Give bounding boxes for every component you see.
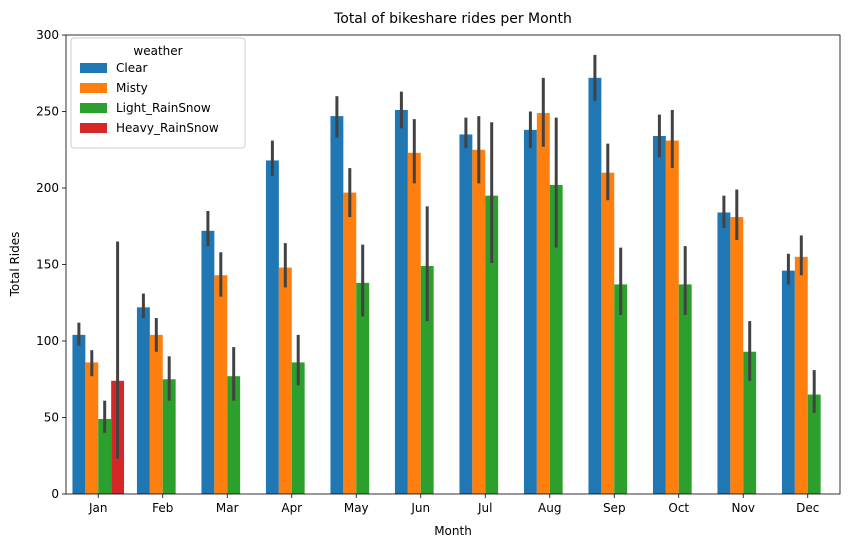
legend-swatch-clear: [80, 63, 107, 73]
bars-layer: [72, 77, 821, 495]
legend-label-misty: Misty: [116, 81, 148, 95]
x-tick-label: Nov: [732, 501, 755, 515]
legend-label-light-rainsnow: Light_RainSnow: [116, 101, 211, 115]
x-tick-label: Jul: [477, 501, 492, 515]
bar-light-rainsnow-jun: [420, 266, 434, 494]
y-tick-label: 100: [36, 334, 59, 348]
legend: weather Clear Misty Light_RainSnow Heavy_Ra…: [70, 37, 246, 149]
x-tick-label: Oct: [668, 501, 689, 515]
bar-misty-feb: [149, 334, 163, 494]
y-tick-label: 300: [36, 28, 59, 42]
legend-label-heavy-rainsnow: Heavy_RainSnow: [116, 121, 219, 135]
legend-swatch-misty: [80, 83, 107, 93]
bar-clear-apr: [265, 160, 279, 494]
y-tick-label: 150: [36, 258, 59, 272]
y-axis-label: Total Rides: [8, 232, 22, 298]
bar-light-rainsnow-aug: [549, 184, 563, 494]
bar-clear-may: [330, 116, 344, 494]
bar-clear-nov: [717, 212, 731, 495]
x-axis-label: Month: [434, 524, 472, 538]
bar-light-rainsnow-dec: [807, 394, 821, 494]
bar-clear-mar: [201, 230, 215, 494]
bar-clear-jul: [459, 134, 473, 494]
bar-clear-aug: [523, 129, 537, 495]
chart-title: Total of bikeshare rides per Month: [333, 11, 572, 27]
bar-misty-oct: [665, 140, 679, 494]
bar-light-rainsnow-sep: [614, 284, 628, 494]
y-tick-label: 200: [36, 181, 59, 195]
bar-clear-oct: [652, 135, 666, 495]
x-tick-label: Jan: [88, 501, 108, 515]
bar-light-rainsnow-mar: [227, 376, 241, 494]
legend-swatch-heavy-rainsnow: [80, 123, 107, 133]
bar-misty-jul: [472, 149, 486, 494]
x-tick-label: Apr: [281, 501, 302, 515]
bar-misty-jun: [407, 152, 421, 494]
y-tick-label: 0: [51, 487, 59, 501]
bar-misty-aug: [536, 113, 550, 494]
bar-light-rainsnow-feb: [162, 379, 176, 494]
bar-light-rainsnow-may: [356, 282, 370, 494]
x-tick-label: Feb: [152, 501, 173, 515]
bar-light-rainsnow-jul: [485, 195, 499, 494]
bar-clear-jun: [394, 109, 408, 494]
legend-box: [70, 37, 246, 149]
bar-light-rainsnow-nov: [743, 351, 757, 494]
x-tick-label: Mar: [216, 501, 239, 515]
error-bars-layer: [77, 54, 816, 459]
bar-misty-apr: [278, 267, 292, 494]
bar-clear-jan: [72, 334, 86, 494]
legend-title: weather: [133, 44, 182, 58]
bar-misty-dec: [794, 256, 808, 494]
bar-light-rainsnow-apr: [291, 362, 305, 494]
x-tick-label: Jun: [410, 501, 430, 515]
bar-light-rainsnow-oct: [678, 284, 692, 494]
x-tick-label: Aug: [538, 501, 561, 515]
x-tick-label: Sep: [603, 501, 626, 515]
bar-clear-feb: [136, 307, 150, 494]
bar-misty-nov: [730, 217, 744, 494]
bar-misty-mar: [214, 275, 228, 494]
bar-clear-dec: [781, 270, 795, 494]
y-tick-label: 50: [44, 411, 59, 425]
y-tick-label: 250: [36, 105, 59, 119]
legend-swatch-light-rainsnow: [80, 103, 107, 113]
bar-misty-may: [343, 192, 357, 494]
x-tick-label: Dec: [796, 501, 819, 515]
bar-clear-sep: [588, 77, 602, 494]
axes-layer: 0 50 100 150 200 250 300 Jan Feb Mar Apr May Jun Jul A…: [36, 28, 841, 515]
x-tick-label: May: [344, 501, 369, 515]
bar-light-rainsnow-jan: [98, 419, 112, 494]
bar-misty-jan: [85, 362, 99, 494]
legend-label-clear: Clear: [116, 61, 147, 75]
bar-misty-sep: [601, 172, 615, 494]
